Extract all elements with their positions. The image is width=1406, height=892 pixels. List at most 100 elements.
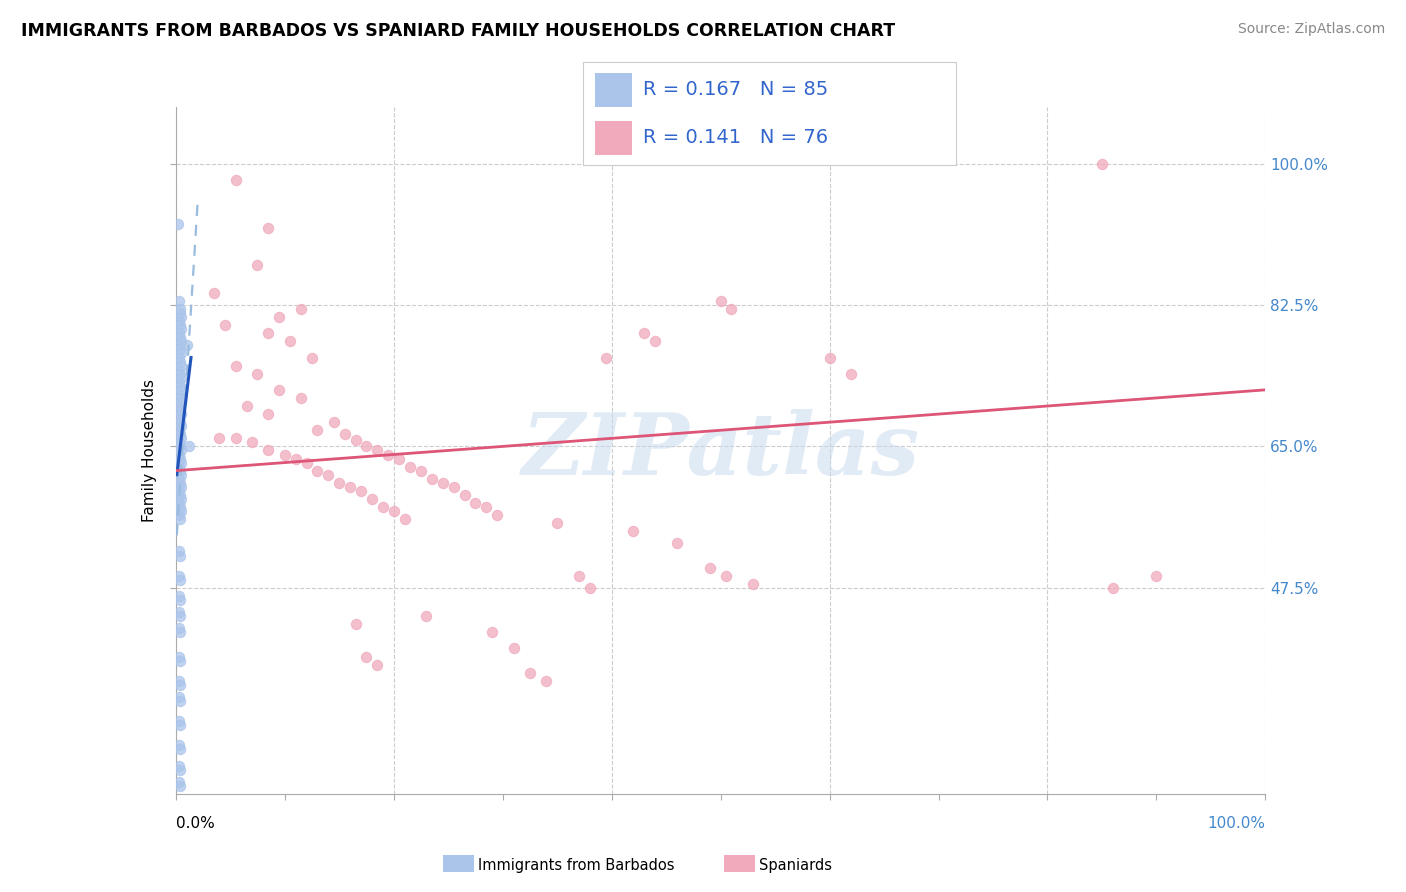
- Point: [366, 443, 388, 458]
- Point: [169, 573, 191, 587]
- Point: [502, 641, 524, 656]
- Point: [167, 423, 190, 437]
- Point: [322, 415, 344, 429]
- Point: [475, 500, 498, 514]
- Point: [167, 589, 190, 603]
- Point: [176, 338, 198, 352]
- Point: [170, 346, 193, 360]
- Point: [167, 739, 190, 753]
- Point: [290, 391, 312, 405]
- Point: [167, 314, 190, 328]
- Point: [167, 714, 190, 728]
- Point: [167, 338, 190, 352]
- Point: [169, 654, 191, 668]
- Text: R = 0.167   N = 85: R = 0.167 N = 85: [643, 80, 828, 99]
- Point: [167, 758, 190, 772]
- Point: [167, 690, 190, 704]
- Point: [720, 301, 742, 316]
- Text: Spaniards: Spaniards: [759, 858, 832, 872]
- Point: [167, 375, 190, 389]
- Point: [420, 472, 443, 486]
- Point: [579, 581, 602, 595]
- Point: [464, 496, 486, 510]
- Point: [225, 173, 247, 187]
- Point: [167, 217, 190, 231]
- Point: [169, 500, 191, 514]
- Point: [169, 779, 191, 793]
- Point: [170, 383, 193, 397]
- Text: Immigrants from Barbados: Immigrants from Barbados: [478, 858, 675, 872]
- Point: [167, 362, 190, 376]
- Point: [307, 423, 329, 437]
- Point: [240, 435, 263, 450]
- Point: [167, 326, 190, 341]
- Point: [170, 480, 193, 494]
- Point: [666, 536, 689, 550]
- Point: [481, 625, 503, 640]
- Point: [169, 439, 191, 453]
- Point: [170, 310, 193, 325]
- Point: [360, 491, 382, 506]
- Point: [269, 383, 291, 397]
- Point: [167, 673, 190, 688]
- Point: [170, 334, 193, 349]
- Point: [714, 568, 737, 582]
- Point: [356, 649, 378, 664]
- Point: [167, 774, 190, 789]
- Point: [170, 491, 193, 506]
- Point: [235, 399, 257, 413]
- Point: [307, 464, 329, 478]
- Point: [377, 448, 399, 462]
- Point: [214, 318, 236, 333]
- Y-axis label: Family Households: Family Households: [142, 379, 157, 522]
- Point: [356, 439, 378, 453]
- Point: [486, 508, 509, 522]
- Point: [169, 306, 191, 320]
- Point: [519, 665, 541, 680]
- Point: [382, 504, 405, 518]
- Point: [170, 419, 193, 434]
- Point: [415, 609, 437, 624]
- Point: [290, 301, 312, 316]
- Point: [169, 391, 191, 405]
- Point: [388, 451, 411, 466]
- Point: [167, 399, 190, 413]
- Point: [328, 475, 350, 490]
- Point: [167, 508, 190, 522]
- Point: [169, 718, 191, 732]
- Point: [170, 407, 193, 421]
- Point: [170, 456, 193, 470]
- Point: [225, 431, 247, 445]
- Point: [318, 467, 340, 482]
- Point: [257, 443, 280, 458]
- Point: [710, 293, 733, 308]
- Point: [169, 763, 191, 777]
- Point: [295, 456, 318, 470]
- Point: [339, 480, 361, 494]
- Point: [167, 293, 190, 308]
- Point: [1144, 568, 1167, 582]
- Point: [167, 387, 190, 401]
- Point: [269, 310, 291, 325]
- Point: [301, 351, 323, 365]
- Text: ZIPatlas: ZIPatlas: [522, 409, 920, 492]
- Point: [167, 435, 190, 450]
- Point: [167, 351, 190, 365]
- Point: [170, 467, 193, 482]
- Point: [169, 330, 191, 344]
- Point: [169, 379, 191, 393]
- Point: [167, 496, 190, 510]
- Point: [170, 322, 193, 336]
- Point: [621, 524, 644, 539]
- Point: [167, 605, 190, 619]
- Text: IMMIGRANTS FROM BARBADOS VS SPANIARD FAMILY HOUSEHOLDS CORRELATION CHART: IMMIGRANTS FROM BARBADOS VS SPANIARD FAM…: [21, 22, 896, 40]
- Point: [167, 544, 190, 558]
- Point: [344, 617, 367, 632]
- Point: [169, 475, 191, 490]
- Point: [246, 258, 269, 272]
- Point: [177, 439, 200, 453]
- Point: [284, 451, 307, 466]
- Point: [170, 370, 193, 384]
- Point: [274, 448, 297, 462]
- Point: [167, 459, 190, 474]
